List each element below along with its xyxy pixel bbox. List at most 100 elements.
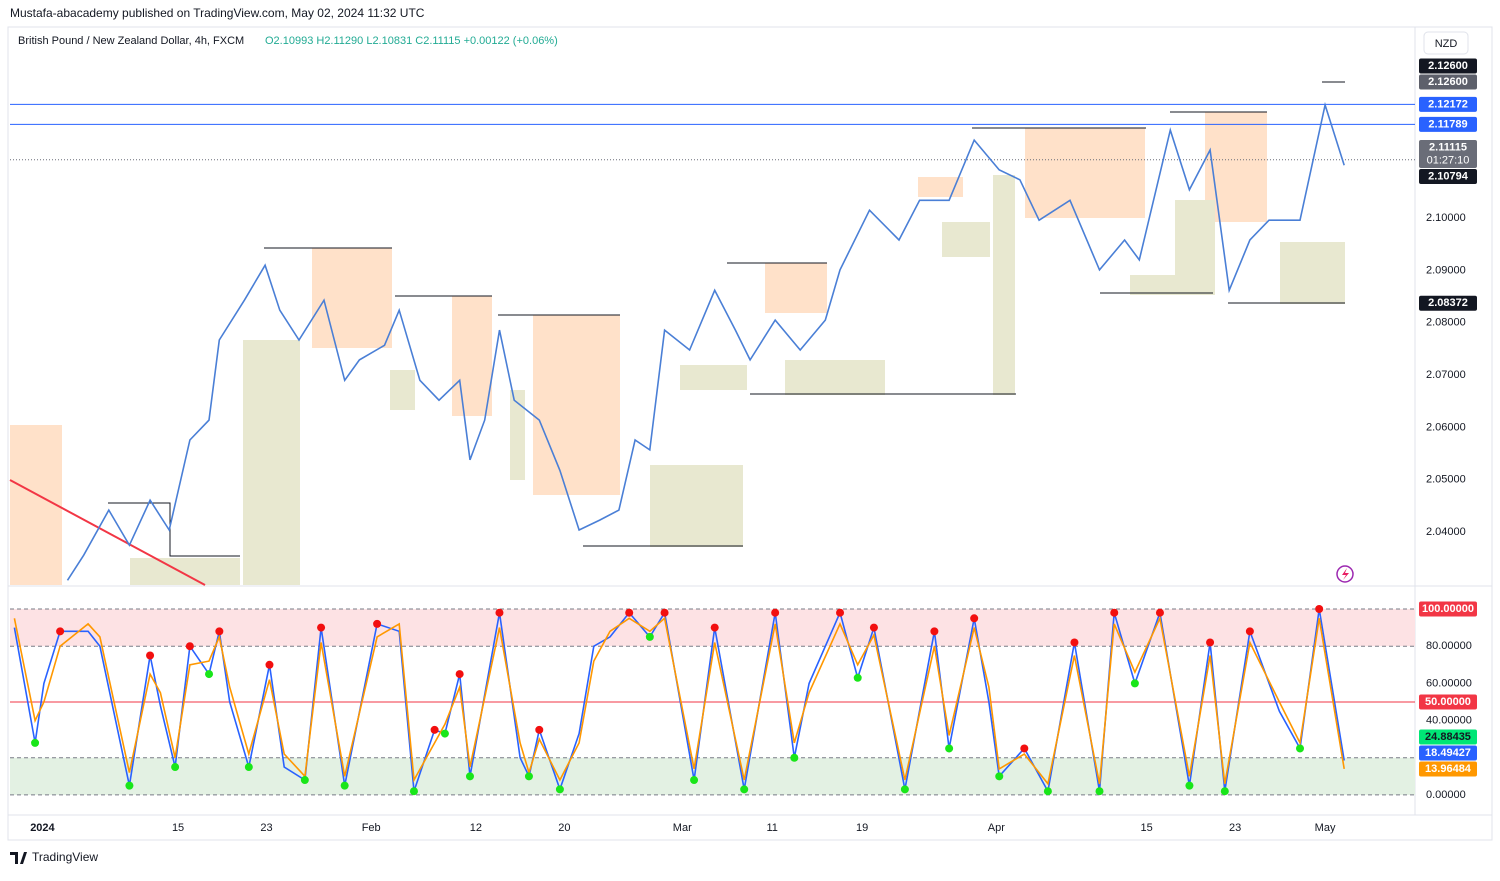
buy-signal bbox=[1220, 787, 1229, 796]
supply-zone bbox=[1205, 112, 1267, 222]
supply-zone bbox=[765, 263, 827, 313]
sell-signal bbox=[869, 623, 878, 632]
sell-signal bbox=[836, 608, 845, 617]
price-label-box bbox=[1419, 139, 1477, 168]
price-label-box bbox=[1419, 761, 1477, 777]
sell-signal bbox=[317, 623, 326, 632]
price-label-box bbox=[1419, 601, 1477, 617]
band bbox=[10, 757, 1415, 795]
brand-logo[interactable] bbox=[10, 852, 27, 864]
y-tick-label: 2.08000 bbox=[1426, 317, 1466, 329]
buy-signal bbox=[300, 776, 309, 785]
x-tick-label: Mar bbox=[673, 822, 692, 834]
price-label-box bbox=[1419, 96, 1477, 112]
supply-zone bbox=[10, 425, 62, 585]
sell-signal bbox=[265, 660, 274, 669]
demand-zone bbox=[510, 390, 525, 480]
demand-zone bbox=[1175, 200, 1215, 295]
buy-signal bbox=[340, 781, 349, 790]
buy-signal bbox=[171, 763, 180, 772]
buy-signal bbox=[465, 772, 474, 781]
flash-icon[interactable] bbox=[1336, 565, 1354, 583]
buy-signal bbox=[995, 772, 1004, 781]
supply-zone bbox=[533, 315, 620, 495]
buy-signal bbox=[1043, 787, 1052, 796]
sell-signal bbox=[495, 608, 504, 617]
buy-signal bbox=[1296, 744, 1305, 753]
x-tick-label: 15 bbox=[172, 822, 184, 834]
flash-icon-bolt[interactable] bbox=[1342, 568, 1349, 580]
sell-signal bbox=[625, 608, 634, 617]
supply-zone bbox=[918, 177, 963, 197]
sell-signal bbox=[660, 608, 669, 617]
price-label-box bbox=[1419, 295, 1477, 311]
x-tick-label: 19 bbox=[856, 822, 868, 834]
buy-signal bbox=[244, 763, 253, 772]
x-tick-label: May bbox=[1315, 822, 1336, 834]
y-tick-label: 60.00000 bbox=[1426, 677, 1472, 689]
sell-signal bbox=[56, 627, 65, 636]
price-label: 2.12600 bbox=[1428, 60, 1468, 72]
demand-zone bbox=[130, 558, 240, 585]
buy-signal bbox=[900, 785, 909, 794]
buy-signal bbox=[790, 753, 799, 762]
x-tick-label: 11 bbox=[766, 822, 777, 834]
buy-signal bbox=[524, 772, 533, 781]
brand[interactable]: TradingView bbox=[10, 850, 98, 864]
y-tick-label: 2.05000 bbox=[1426, 474, 1466, 486]
buy-signal bbox=[690, 776, 699, 785]
buy-signal bbox=[1185, 781, 1194, 790]
x-tick-label: 12 bbox=[470, 822, 482, 834]
sell-signal bbox=[146, 651, 155, 660]
price-label: 2.12172 bbox=[1428, 98, 1468, 110]
frame bbox=[7, 26, 1493, 841]
x-tick-label: Feb bbox=[362, 822, 381, 834]
symbol-legend: British Pound / New Zealand Dollar, 4h, … bbox=[18, 35, 244, 47]
buy-signal bbox=[945, 744, 954, 753]
y-tick-label: 2.10000 bbox=[1426, 212, 1466, 224]
x-tick-label: 15 bbox=[1141, 822, 1153, 834]
sell-signal bbox=[373, 619, 382, 628]
x-tick-label: Apr bbox=[988, 822, 1005, 834]
y-tick-label: 2.07000 bbox=[1426, 369, 1466, 381]
countdown: 01:27:10 bbox=[1427, 154, 1470, 166]
price-label: 2.12600 bbox=[1428, 76, 1468, 88]
levels bbox=[108, 81, 1345, 557]
currency[interactable]: NZD bbox=[1435, 38, 1458, 50]
zones bbox=[10, 112, 1345, 585]
price-label-box bbox=[1419, 745, 1477, 761]
demand-zone bbox=[993, 175, 1015, 395]
supply-zone bbox=[1025, 128, 1145, 218]
currency-button[interactable] bbox=[1423, 31, 1469, 55]
buy-signal bbox=[205, 670, 214, 679]
y-tick-label: 2.04000 bbox=[1426, 526, 1466, 538]
y-tick-label: 0.00000 bbox=[1426, 789, 1466, 801]
trend-line bbox=[9, 479, 206, 586]
buy-signal bbox=[853, 673, 862, 682]
price-label: 13.96484 bbox=[1425, 763, 1472, 775]
buy-signal bbox=[125, 781, 134, 790]
sell-signal bbox=[1020, 744, 1029, 753]
price-label-box bbox=[1419, 116, 1477, 132]
x-tick-label: 23 bbox=[1229, 822, 1241, 834]
y-tick-label: 2.09000 bbox=[1426, 264, 1466, 276]
buy-signal bbox=[440, 729, 449, 738]
price-label: 2.11115 bbox=[1429, 141, 1467, 153]
price-label: 18.49427 bbox=[1425, 747, 1471, 759]
series-line bbox=[13, 615, 1345, 786]
sell-signal bbox=[1070, 638, 1079, 647]
price-label: 100.00000 bbox=[1422, 603, 1474, 615]
x-tick-label: 2024 bbox=[30, 822, 55, 834]
x-tick-label: 20 bbox=[558, 822, 570, 834]
price-label-box bbox=[1419, 694, 1477, 710]
x-tick-label: 23 bbox=[260, 822, 272, 834]
brand-name[interactable]: TradingView bbox=[32, 850, 98, 864]
demand-zone bbox=[243, 340, 300, 585]
price-label-box bbox=[1419, 729, 1477, 745]
sell-signal bbox=[710, 623, 719, 632]
price-label: 2.08372 bbox=[1428, 297, 1468, 309]
price-label-box bbox=[1419, 168, 1477, 184]
sell-signal bbox=[1110, 608, 1119, 617]
flash-icon-circle[interactable] bbox=[1336, 565, 1354, 583]
